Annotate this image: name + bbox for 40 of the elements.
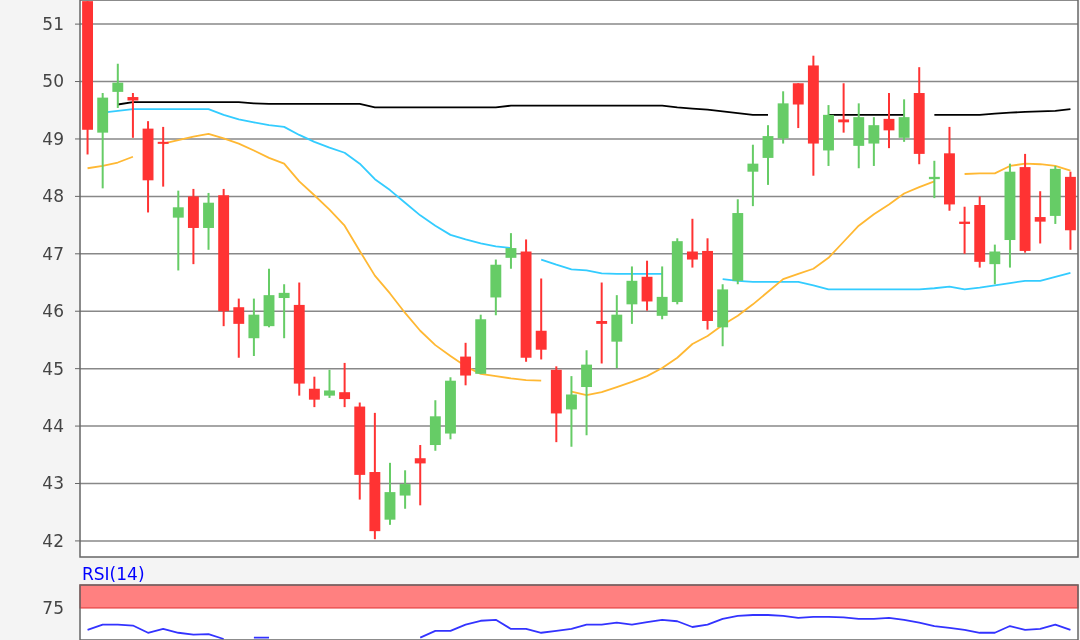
y-tick-label: 42 (42, 530, 64, 551)
candlestick (898, 98, 910, 143)
candlestick (792, 82, 804, 130)
y-tick-label: 45 (42, 358, 64, 379)
y-tick-label: 43 (42, 473, 64, 494)
candlestick (1034, 190, 1046, 245)
candlestick (762, 124, 774, 186)
candlestick (581, 349, 592, 437)
y-tick-label: 49 (42, 128, 64, 149)
candlestick (233, 297, 245, 359)
candlestick (596, 281, 608, 365)
candlestick (838, 82, 850, 134)
candlestick (656, 265, 668, 321)
y-tick-label: 47 (42, 243, 64, 264)
candlestick (324, 368, 335, 399)
candlestick (157, 125, 169, 188)
y-tick-label: 51 (42, 14, 64, 35)
candlestick (989, 243, 1001, 286)
candlestick (626, 265, 638, 325)
candlestick (686, 217, 698, 269)
candlestick (535, 277, 547, 361)
candlestick (505, 232, 517, 270)
candlestick (566, 375, 577, 448)
candlestick (308, 375, 320, 409)
candlestick (112, 62, 124, 109)
y-tick-label: 44 (42, 416, 64, 437)
y-tick-label: 46 (42, 301, 64, 322)
candlestick (278, 283, 290, 340)
candlestick (747, 143, 759, 208)
chart-title: RSI(14) (82, 564, 145, 584)
y-tick-label: 50 (42, 71, 64, 92)
text: 75 (42, 597, 64, 618)
candlestick (399, 469, 411, 510)
candlestick (248, 297, 260, 358)
candlestick (339, 361, 351, 409)
candlestick (460, 341, 472, 387)
candlestick (868, 116, 880, 167)
y-tick-label: 48 (42, 186, 64, 207)
candlestick (414, 444, 426, 507)
candlestick (172, 189, 184, 272)
